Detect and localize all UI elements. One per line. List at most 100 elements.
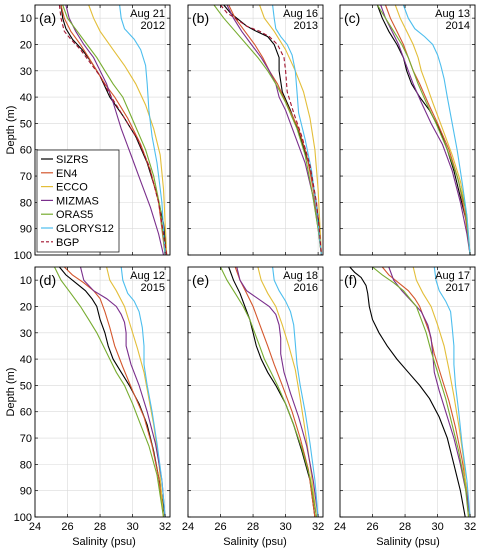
panel-year: 2013 xyxy=(294,20,318,32)
x-tick-label: 26 xyxy=(214,521,226,533)
panel-label: (e) xyxy=(192,272,209,288)
series-sizrs-line xyxy=(349,266,466,518)
panel-year: 2014 xyxy=(446,20,470,32)
plot-frame xyxy=(339,266,476,518)
series-mizmas-line xyxy=(380,4,471,256)
y-tick-label: 70 xyxy=(20,171,32,183)
panel-date: Aug 18 xyxy=(283,270,318,282)
series-oras5-line xyxy=(54,266,165,518)
y-tick-label: 70 xyxy=(20,433,32,445)
series-oras5-line xyxy=(213,4,322,256)
y-tick-label: 90 xyxy=(20,486,32,498)
x-tick-label: 32 xyxy=(312,521,324,533)
x-axis-label-left: Salinity (psu) xyxy=(72,536,136,548)
y-tick-label: 20 xyxy=(20,301,32,313)
plot-frame xyxy=(339,4,476,256)
series-glorys12-line xyxy=(433,266,471,518)
panel-date: Aug 16 xyxy=(283,8,318,20)
series-sizrs-line xyxy=(376,4,471,256)
y-tick-label: 100 xyxy=(14,512,32,524)
panel-label: (f) xyxy=(344,272,357,288)
plot-frame xyxy=(187,266,324,518)
y-tick-label: 80 xyxy=(20,459,32,471)
panel-year: 2017 xyxy=(446,282,470,294)
panel-year: 2012 xyxy=(141,20,165,32)
x-tick-label: 26 xyxy=(366,521,378,533)
series-oras5-line xyxy=(372,266,470,518)
panel-label: (c) xyxy=(344,10,360,26)
series-sizrs-line xyxy=(228,266,316,518)
x-tick-label: 28 xyxy=(399,521,411,533)
series-glorys12-line xyxy=(120,266,166,518)
panel-date: Aug 21 xyxy=(130,8,165,20)
y-tick-label: 80 xyxy=(20,197,32,209)
series-oras5-line xyxy=(376,4,471,256)
y-tick-label: 60 xyxy=(20,145,32,157)
series-ecco-line xyxy=(412,266,470,518)
panel-year: 2015 xyxy=(141,282,165,294)
legend-box xyxy=(36,149,120,253)
series-glorys12-line xyxy=(272,266,319,518)
y-tick-label: 50 xyxy=(20,118,32,130)
series-ecco-line xyxy=(257,266,318,518)
x-axis-label-right: Salinity (psu) xyxy=(376,536,440,548)
series-ecco-line xyxy=(394,4,471,256)
y-tick-label: 100 xyxy=(14,250,32,262)
y-tick-label: 10 xyxy=(20,275,32,287)
y-axis-label-top: Depth (m) xyxy=(5,106,17,155)
legend-label-en4: EN4 xyxy=(56,168,77,180)
y-tick-label: 60 xyxy=(20,407,32,419)
x-tick-label: 24 xyxy=(182,521,194,533)
x-tick-label: 28 xyxy=(94,521,106,533)
x-tick-label: 26 xyxy=(61,521,73,533)
panel-label: (a) xyxy=(39,10,56,26)
legend-label-oras5: ORAS5 xyxy=(56,209,93,221)
series-oras5-line xyxy=(220,266,318,518)
panel-label: (d) xyxy=(39,272,56,288)
panel-date: Aug 13 xyxy=(435,8,470,20)
x-tick-label: 30 xyxy=(431,521,443,533)
series-mizmas-line xyxy=(388,266,471,518)
plot-frame xyxy=(187,4,324,256)
plot-frame xyxy=(34,266,171,518)
x-tick-label: 24 xyxy=(29,521,41,533)
y-axis-label-bottom: Depth (m) xyxy=(5,368,17,417)
x-tick-label: 32 xyxy=(159,521,171,533)
legend-label-ecco: ECCO xyxy=(56,182,88,194)
series-oras5-line xyxy=(62,4,166,256)
series-ecco-line xyxy=(88,4,168,256)
series-en4-line xyxy=(63,266,165,518)
series-glorys12-line xyxy=(119,4,166,256)
plot-area xyxy=(340,5,475,255)
panel-date: Aug 12 xyxy=(130,270,165,282)
x-tick-label: 30 xyxy=(279,521,291,533)
series-mizmas-line xyxy=(236,266,319,518)
plot-area xyxy=(188,267,323,517)
y-tick-label: 20 xyxy=(20,39,32,51)
legend-label-glorys12: GLORYS12 xyxy=(56,223,114,235)
series-ecco-line xyxy=(106,266,165,518)
y-tick-label: 30 xyxy=(20,328,32,340)
legend-label-mizmas: MIZMAS xyxy=(56,195,99,207)
y-tick-label: 10 xyxy=(20,13,32,25)
x-axis-label-middle: Salinity (psu) xyxy=(223,536,287,548)
x-tick-label: 28 xyxy=(247,521,259,533)
panel-date: Aug 17 xyxy=(435,270,470,282)
y-tick-label: 40 xyxy=(20,354,32,366)
series-sizrs-line xyxy=(58,266,166,518)
series-ecco-line xyxy=(259,4,322,256)
y-tick-label: 30 xyxy=(20,66,32,78)
plot-area xyxy=(340,267,475,517)
plot-frame xyxy=(34,4,171,256)
panel-label: (b) xyxy=(192,10,209,26)
x-tick-label: 30 xyxy=(126,521,138,533)
series-bgp-line xyxy=(220,4,322,256)
